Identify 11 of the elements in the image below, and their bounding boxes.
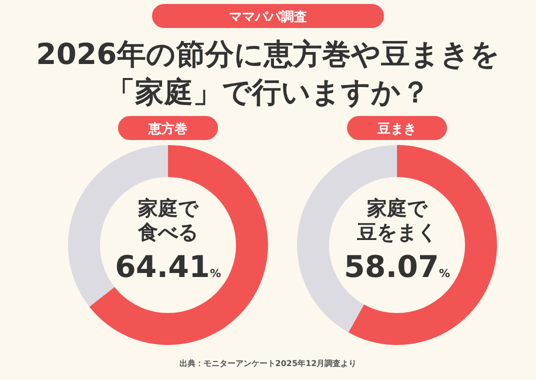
data-label: 64.41% xyxy=(115,250,221,285)
source-note: 出典：モニターアンケート2025年12月調査より xyxy=(179,359,357,368)
text: 家庭で xyxy=(366,196,428,220)
text: ママパパ調査 xyxy=(229,9,307,25)
chart-title: 恵方巻 xyxy=(148,121,188,137)
text: 家庭で xyxy=(137,196,199,220)
text: 2026年の節分に恵方巻や豆まきを「家庭」で行いますか？ xyxy=(36,37,500,109)
chart-title: 豆まき xyxy=(376,122,416,137)
text: 食べる xyxy=(137,220,198,244)
text: 豆をまく xyxy=(356,220,437,244)
data-label: 58.07% xyxy=(344,250,450,285)
